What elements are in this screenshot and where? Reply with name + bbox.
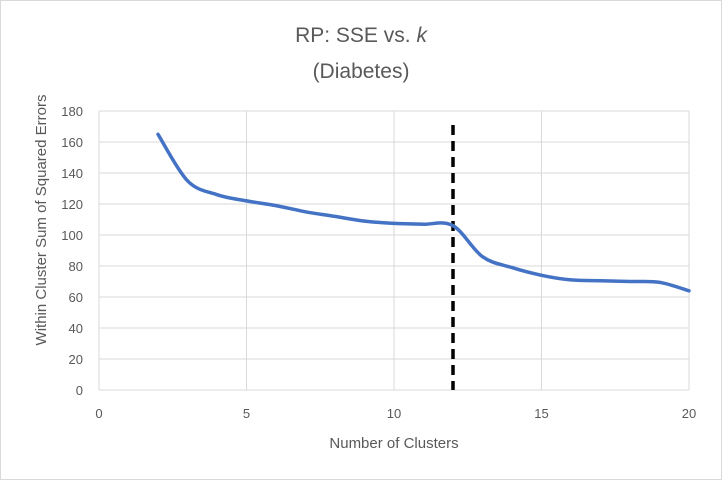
- x-axis-title: Number of Clusters: [329, 435, 458, 452]
- data-point: [363, 219, 366, 223]
- y-tick-label: 80: [69, 259, 83, 274]
- data-point: [510, 266, 514, 270]
- chart-title: RP: SSE vs. k: [295, 24, 428, 47]
- data-point: [451, 224, 455, 228]
- gridlines: [98, 110, 690, 391]
- chart-title-prefix: RP: SSE vs.: [295, 24, 416, 47]
- data-point: [481, 255, 484, 259]
- x-tick-label: 10: [387, 406, 401, 421]
- tick-labels: 0 20 40 60 80 100 120 140 160 180 0 5 10 15 20: [61, 104, 696, 421]
- x-tick-label: 20: [682, 406, 696, 421]
- x-tick-label: 15: [534, 406, 548, 421]
- y-tick-label: 180: [61, 104, 83, 119]
- data-point: [422, 222, 425, 226]
- sse-series-line: [156, 132, 691, 293]
- data-point: [245, 199, 248, 203]
- y-tick-label: 60: [69, 290, 83, 305]
- data-point: [540, 273, 543, 277]
- y-tick-label: 20: [69, 352, 83, 367]
- chart-title-k: k: [416, 24, 428, 47]
- y-tick-label: 160: [61, 135, 83, 150]
- chart-subtitle: (Diabetes): [313, 60, 410, 83]
- data-point: [274, 204, 278, 208]
- data-point: [215, 193, 219, 197]
- x-tick-label: 0: [95, 406, 102, 421]
- data-point: [304, 210, 307, 214]
- data-point: [392, 221, 396, 225]
- data-point: [569, 278, 573, 282]
- y-tick-label: 40: [69, 321, 83, 336]
- data-point: [156, 132, 160, 136]
- y-tick-label: 120: [61, 197, 83, 212]
- series-group: [156, 132, 691, 293]
- y-tick-label: 140: [61, 166, 83, 181]
- data-point: [186, 179, 189, 183]
- y-axis-title: Within Cluster Sum of Squared Errors: [33, 95, 50, 346]
- x-tick-label: 5: [243, 406, 250, 421]
- data-point: [687, 289, 691, 293]
- data-point: [658, 280, 661, 284]
- data-point: [599, 279, 602, 283]
- y-tick-label: 100: [61, 228, 83, 243]
- data-point: [333, 214, 337, 218]
- y-tick-label: 0: [76, 383, 83, 398]
- data-point: [628, 280, 632, 283]
